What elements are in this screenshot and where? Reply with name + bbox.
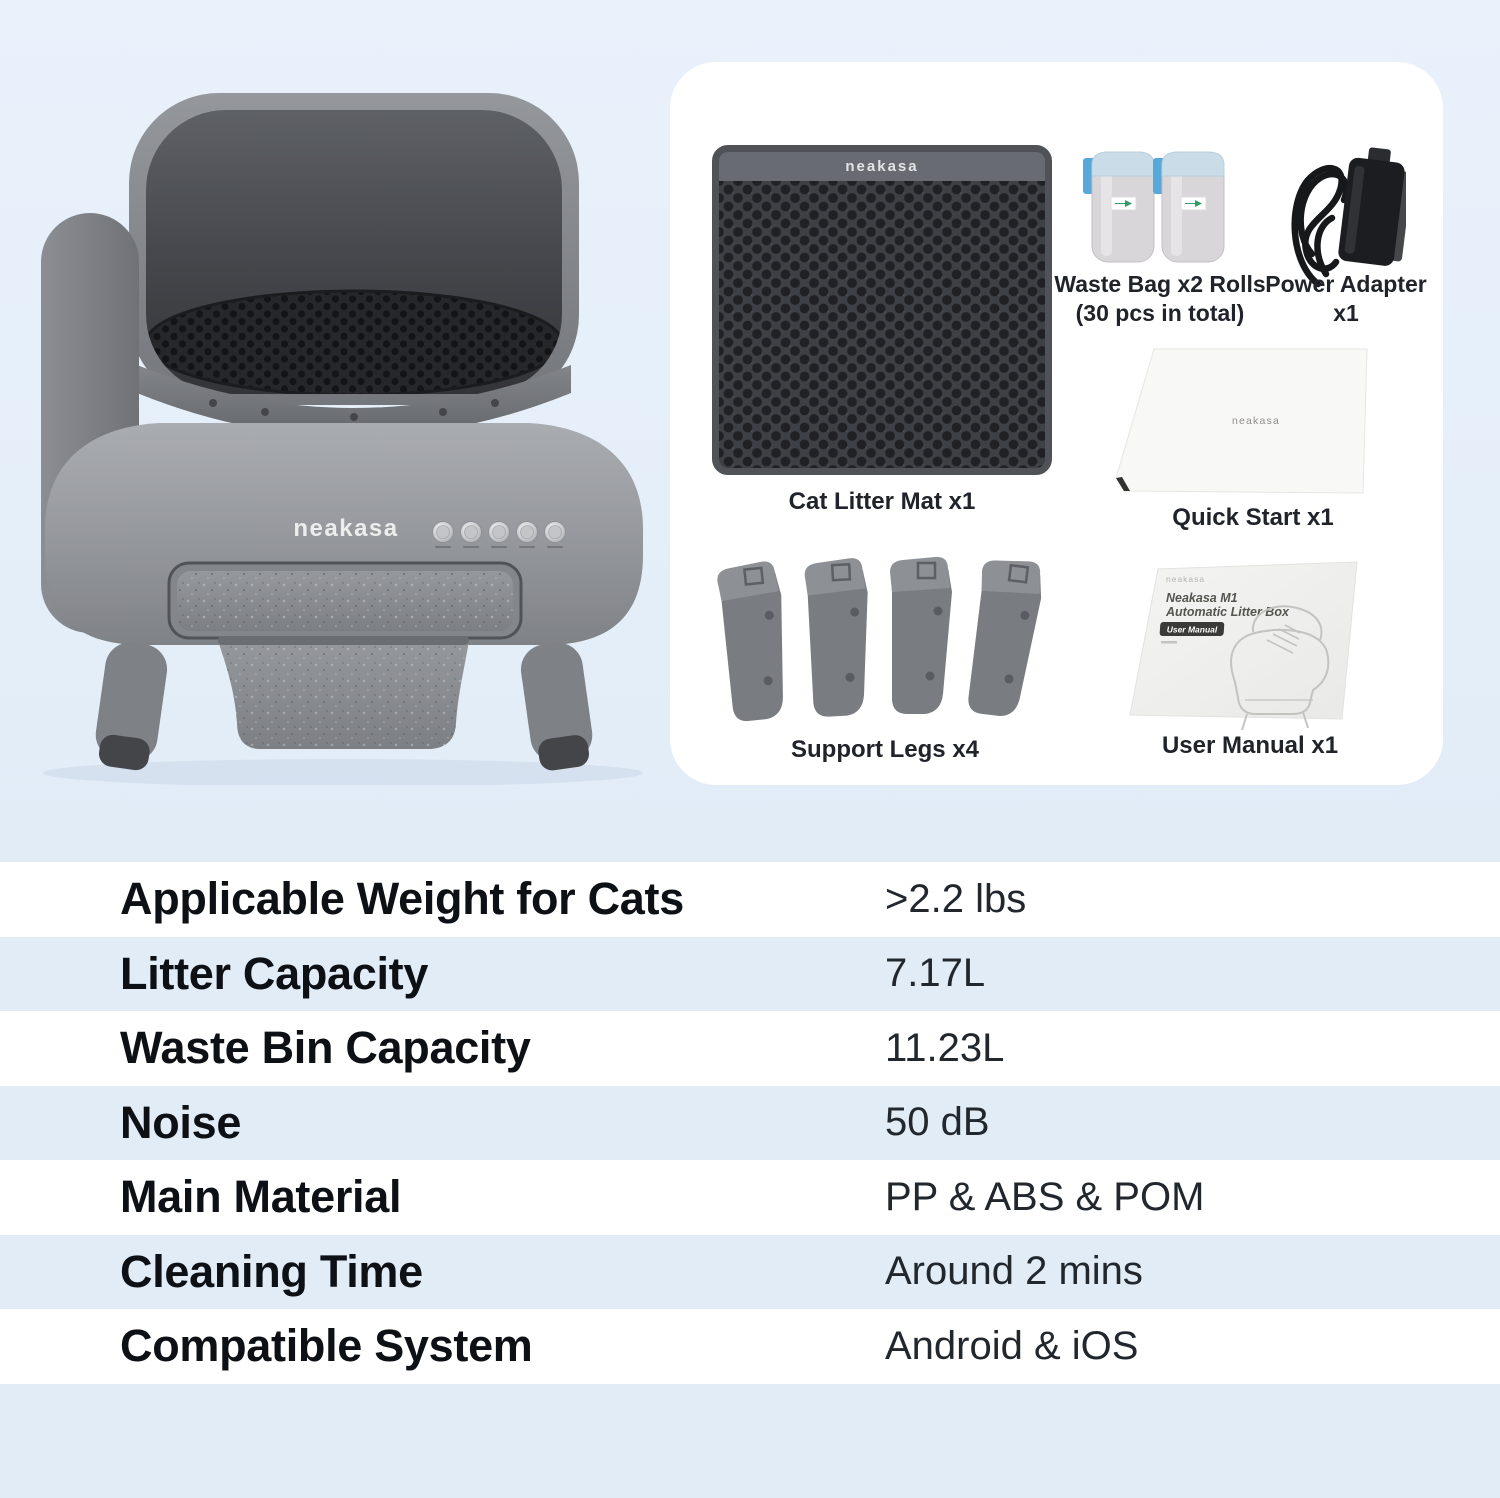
- support-legs-caption: Support Legs x4: [790, 736, 980, 763]
- manual-brand-logo: neakasa: [1166, 574, 1205, 584]
- clean-button: [460, 521, 482, 548]
- spec-row-applicable-weight: Applicable Weight for Cats >2.2 lbs: [0, 862, 1500, 937]
- waste-bags-caption-line2: (30 pcs in total): [1075, 300, 1245, 326]
- power-adapter-caption-line2: x1: [1333, 300, 1359, 326]
- waste-drawer: [167, 561, 523, 640]
- bowl-rim: [137, 365, 571, 437]
- spec-label: Noise: [120, 1096, 242, 1148]
- level-button: [488, 521, 510, 548]
- power-adapter-caption-line1: Power Adapter: [1265, 271, 1427, 297]
- spec-label: Applicable Weight for Cats: [120, 873, 684, 925]
- spec-value: >2.2 lbs: [885, 876, 1027, 921]
- front-left-leg: [95, 642, 168, 771]
- spec-row-waste-bin-capacity: Waste Bin Capacity 11.23L: [0, 1011, 1500, 1086]
- support-leg: [963, 554, 1047, 721]
- mat-honeycomb-texture: [719, 181, 1045, 468]
- mat-brand-logo: neakasa: [845, 158, 919, 175]
- spec-table: Applicable Weight for Cats >2.2 lbs Litt…: [0, 855, 1500, 1498]
- manual-badge-label: User Manual: [1167, 625, 1218, 635]
- sifting-grate: [146, 289, 562, 394]
- ground-shadow: [43, 759, 643, 785]
- spec-value: PP & ABS & POM: [885, 1174, 1205, 1219]
- manual-title-line1: Neakasa M1: [1166, 591, 1238, 605]
- support-leg: [714, 558, 796, 724]
- manual-line-art: [1230, 605, 1330, 731]
- waste-bucket: [218, 636, 469, 749]
- user-manual: neakasa Neakasa M1 Automatic Litter Box …: [1129, 561, 1358, 731]
- cat-litter-mat: neakasa: [712, 145, 1052, 475]
- spec-value: Around 2 mins: [885, 1249, 1143, 1294]
- spec-label: Main Material: [120, 1171, 402, 1223]
- mat-brand-band: neakasa: [719, 152, 1045, 181]
- mode-button: [516, 521, 538, 548]
- power-adapter-caption: Power Adapter x1: [1265, 270, 1426, 328]
- spec-label: Waste Bin Capacity: [120, 1022, 531, 1074]
- in-the-box-panel: neakasa Cat Litter Mat x1: [670, 62, 1443, 785]
- mat-caption: Cat Litter Mat x1: [788, 488, 976, 515]
- waste-bag-roll: [1153, 151, 1225, 263]
- manual-small-text-line: [1161, 641, 1177, 644]
- spec-value: Android & iOS: [885, 1323, 1139, 1368]
- power-adapter: [1291, 147, 1406, 288]
- support-legs: [714, 554, 1047, 724]
- spec-value: 7.17L: [885, 951, 986, 996]
- spec-row-compatible-system: Compatible System Android & iOS: [0, 1309, 1500, 1384]
- adapter-cable: [1291, 164, 1350, 288]
- waste-bags-caption-line1: Waste Bag x2 Rolls: [1054, 271, 1266, 297]
- power-button: [432, 521, 454, 548]
- litter-box-photo: neakasa: [41, 93, 643, 785]
- front-right-leg: [520, 642, 593, 771]
- spec-row-cleaning-time: Cleaning Time Around 2 mins: [0, 1235, 1500, 1310]
- control-buttons: [432, 521, 566, 548]
- waste-bags-caption: Waste Bag x2 Rolls (30 pcs in total): [1054, 270, 1265, 328]
- spec-row-noise: Noise 50 dB: [0, 1086, 1500, 1161]
- spec-value: 50 dB: [885, 1100, 990, 1145]
- quick-start-brand-logo: neakasa: [1232, 415, 1280, 427]
- spec-value: 11.23L: [885, 1025, 1005, 1070]
- manual-badge-pill: [1159, 622, 1225, 636]
- quick-start-guide: neakasa: [1115, 348, 1368, 494]
- spec-label: Compatible System: [120, 1320, 533, 1372]
- machine-brand-logo: neakasa: [293, 515, 398, 542]
- spec-row-litter-capacity: Litter Capacity 7.17L: [0, 937, 1500, 1012]
- support-leg: [888, 555, 954, 716]
- waste-bag-roll: [1083, 151, 1155, 263]
- support-leg: [802, 556, 876, 719]
- waste-bag-rolls: [1083, 151, 1225, 263]
- spec-label: Litter Capacity: [120, 947, 429, 999]
- quick-start-caption: Quick Start x1: [1172, 504, 1334, 531]
- spec-row-main-material: Main Material PP & ABS & POM: [0, 1160, 1500, 1235]
- wifi-button: [544, 521, 566, 548]
- adapter-brick: [1338, 147, 1406, 266]
- spec-label: Cleaning Time: [120, 1245, 423, 1297]
- user-manual-caption: User Manual x1: [1161, 732, 1339, 759]
- hood: [129, 93, 579, 405]
